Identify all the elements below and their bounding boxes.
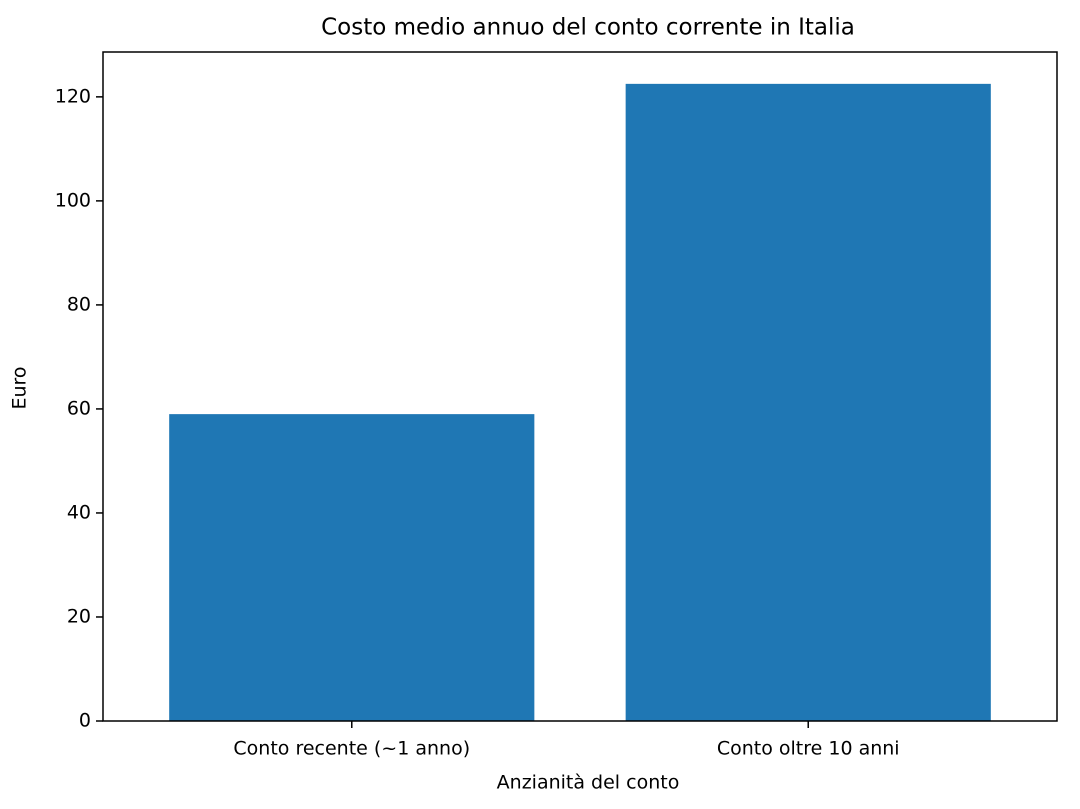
bar	[169, 414, 535, 721]
y-tick-label: 0	[79, 710, 91, 732]
y-tick-label: 20	[67, 605, 91, 627]
y-tick-label: 120	[55, 85, 91, 107]
plot-frame	[102, 51, 1058, 722]
y-tick-label: 40	[67, 501, 91, 523]
x-tick-label: Conto recente (~1 anno)	[233, 738, 470, 760]
y-tick-label: 100	[55, 189, 91, 211]
x-axis-label: Anzianità del conto	[497, 772, 680, 794]
chart-title: Costo medio annuo del conto corrente in …	[321, 15, 855, 41]
y-axis-label: Euro	[9, 366, 31, 409]
y-tick-label: 80	[67, 293, 91, 315]
bar	[625, 83, 991, 722]
y-tick-label: 60	[67, 397, 91, 419]
x-tick-label: Conto oltre 10 anni	[717, 738, 900, 760]
